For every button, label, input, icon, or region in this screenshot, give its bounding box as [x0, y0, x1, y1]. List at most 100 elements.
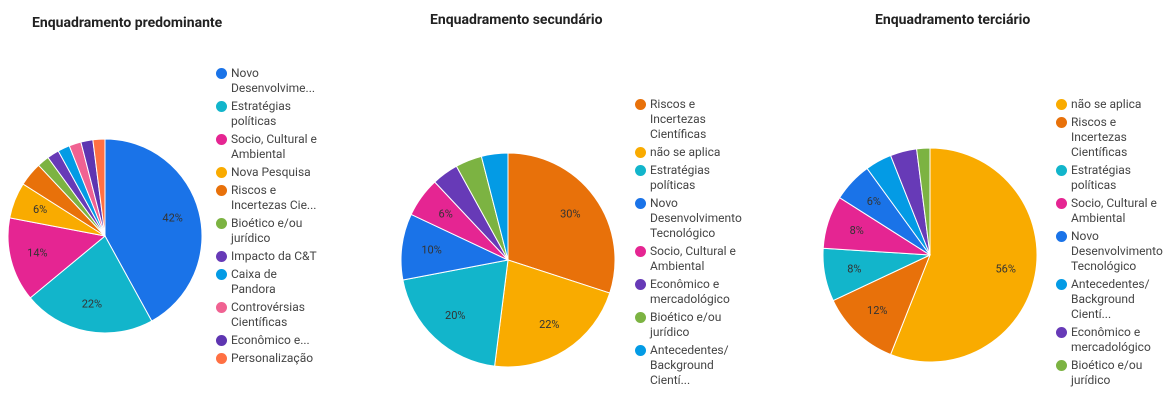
legend-label: Antecedentes/ Background Cientí...	[650, 343, 729, 387]
slice-label: 6%	[33, 203, 47, 216]
legend-item: Bioético e/ou jurídico	[1056, 358, 1160, 388]
pie-slice	[507, 152, 616, 294]
legend-swatch	[635, 312, 646, 323]
pie-slice	[402, 259, 509, 367]
slice-label: 42%	[162, 212, 182, 225]
legend-swatch	[216, 353, 227, 364]
legend-label: Econômico e mercadológico	[1071, 325, 1151, 354]
pie-slice	[494, 259, 611, 368]
legend-label: Estratégias políticas	[650, 163, 710, 192]
slice-label: 6%	[439, 208, 453, 221]
chart-title: Enquadramento secundário	[430, 12, 603, 28]
legend-label: Impacto da C&T	[231, 249, 317, 263]
pie-slice	[832, 254, 931, 356]
legend-swatch	[216, 167, 227, 178]
legend-item: Novo Desenvolvimento Tecnológico	[635, 196, 742, 241]
legend-swatch	[1056, 165, 1067, 176]
legend-swatch	[1056, 231, 1067, 242]
slice-label: 8%	[850, 224, 864, 237]
legend-label: Personalização	[231, 351, 314, 365]
legend-swatch	[635, 198, 646, 209]
legend-label: Riscos e Incertezas Científicas	[650, 97, 707, 141]
legend-item: Bioético e/ou jurídico	[635, 310, 739, 340]
legend-swatch	[216, 68, 227, 79]
legend-item: Econômico e mercadológico	[1056, 325, 1160, 355]
legend-swatch	[635, 246, 646, 257]
legend-item: Riscos e Incertezas Científicas	[1056, 115, 1160, 160]
legend-item: Econômico e mercadológico	[635, 277, 739, 307]
slice-label: 14%	[27, 246, 47, 259]
legend-label: Estratégias políticas	[1071, 163, 1131, 192]
pie-slice	[104, 138, 203, 322]
slice-label: 22%	[82, 298, 102, 311]
legend-label: não se aplica	[1071, 97, 1142, 111]
slice-label: 20%	[445, 309, 465, 322]
slice-label: 30%	[560, 208, 580, 221]
legend-item: Novo Desenvolvime...	[216, 66, 320, 96]
legend-label: Econômico e...	[231, 333, 310, 347]
slice-label: 10%	[421, 243, 441, 256]
pie-slice	[916, 147, 931, 256]
legend-label: Riscos e Incertezas Científicas	[1071, 115, 1128, 159]
legend-item: Novo Desenvolvimento Tecnológico	[1056, 229, 1163, 274]
legend-label: não se aplica	[650, 145, 721, 159]
legend-label: Socio, Cultural e Ambiental	[1071, 196, 1157, 225]
legend-swatch	[216, 302, 227, 313]
legend-swatch	[216, 101, 227, 112]
legend-label: Bioético e/ou jurídico	[231, 216, 303, 245]
legend-label: Estratégias políticas	[231, 99, 291, 128]
legend-label: Riscos e Incertezas Cie...	[231, 183, 317, 212]
legend-swatch	[635, 279, 646, 290]
chart-title: Enquadramento predominante	[32, 15, 223, 31]
legend-swatch	[1056, 279, 1067, 290]
slice-label: 22%	[539, 318, 559, 331]
legend-item: Socio, Cultural e Ambiental	[216, 132, 320, 162]
slice-label: 6%	[867, 195, 881, 208]
legend-swatch	[1056, 117, 1067, 128]
legend-label: Socio, Cultural e Ambiental	[650, 244, 736, 273]
legend-item: Antecedentes/ Background Cientí...	[1056, 277, 1160, 322]
legend-label: Novo Desenvolvimento Tecnológico	[1071, 229, 1163, 273]
legend-label: Bioético e/ou jurídico	[1071, 358, 1143, 387]
legend-swatch	[1056, 198, 1067, 209]
legend-label: Antecedentes/ Background Cientí...	[1071, 277, 1150, 321]
legend-swatch	[216, 269, 227, 280]
legend-item: Controvérsias Científicas	[216, 300, 320, 330]
legend-swatch	[216, 335, 227, 346]
legend-item: Estratégias políticas	[1056, 163, 1160, 193]
legend: Novo Desenvolvime... Estratégias política…	[216, 66, 320, 369]
legend-label: Bioético e/ou jurídico	[650, 310, 722, 339]
pie-slice	[92, 138, 106, 237]
legend-item: Impacto da C&T	[216, 249, 320, 264]
legend-swatch	[635, 99, 646, 110]
legend-item: Personalização	[216, 351, 320, 366]
legend-swatch	[635, 345, 646, 356]
pie-slice	[29, 235, 153, 334]
legend-item: Caixa de Pandora	[216, 267, 320, 297]
legend-item: Nova Pesquisa	[216, 165, 320, 180]
legend-item: Riscos e Incertezas Científicas	[635, 97, 739, 142]
legend-label: Socio, Cultural e Ambiental	[231, 132, 317, 161]
legend-swatch	[216, 218, 227, 229]
legend-swatch	[216, 185, 227, 196]
slice-label: 56%	[995, 262, 1015, 275]
legend-label: Controvérsias Científicas	[231, 300, 305, 329]
legend-swatch	[216, 251, 227, 262]
pie-slice	[7, 217, 107, 299]
legend-label: Nova Pesquisa	[231, 165, 311, 179]
legend-item: não se aplica	[635, 145, 739, 160]
pie-slice	[480, 152, 509, 261]
legend-item: Socio, Cultural e Ambiental	[1056, 196, 1160, 226]
legend: não se aplica Riscos e Incertezas Científ…	[1056, 97, 1163, 391]
legend: Riscos e Incertezas Científicas não se ap…	[635, 97, 742, 391]
slice-label: 8%	[847, 262, 861, 275]
legend-item: Estratégias políticas	[635, 163, 739, 193]
legend-label: Caixa de Pandora	[231, 267, 277, 296]
legend-item: Socio, Cultural e Ambiental	[635, 244, 739, 274]
legend-item: Bioético e/ou jurídico	[216, 216, 320, 246]
legend-item: Estratégias políticas	[216, 99, 320, 129]
legend-swatch	[216, 134, 227, 145]
legend-item: Riscos e Incertezas Cie...	[216, 183, 320, 213]
